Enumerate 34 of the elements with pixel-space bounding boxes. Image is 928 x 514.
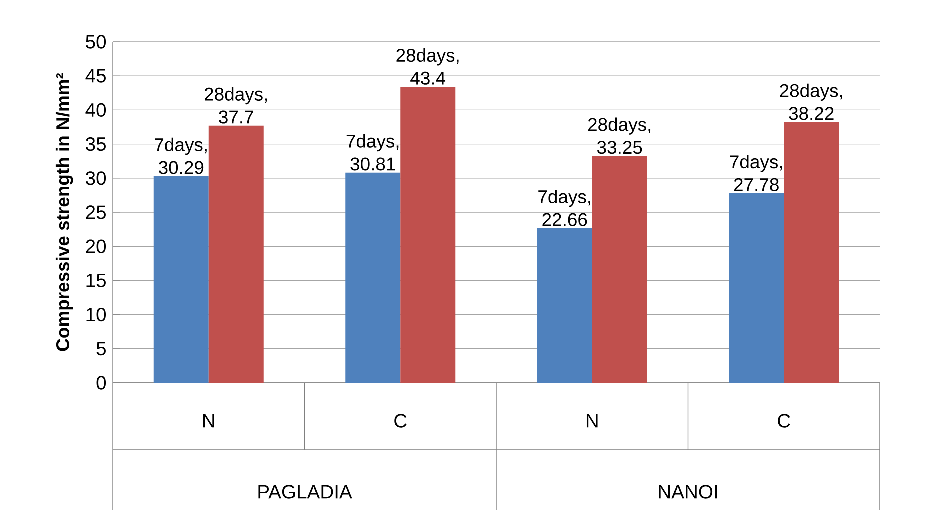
y-axis-title: Compressive strength in N/mm²	[56, 73, 74, 352]
data-label: 28days, 38.22	[780, 84, 842, 120]
text: PAGLADIA	[258, 485, 352, 499]
data-label: 28days, 37.7	[205, 87, 268, 124]
x-tick-label: C	[394, 414, 407, 428]
y-tick-label: 40	[86, 103, 106, 118]
bar	[784, 122, 840, 383]
bar	[208, 126, 264, 383]
y-tick-label: 20	[86, 240, 106, 254]
bar	[592, 156, 648, 383]
data-label: 28days, 33.25	[588, 118, 651, 154]
bar	[154, 176, 209, 383]
bar	[537, 228, 592, 383]
y-tick-label: 5	[96, 342, 106, 356]
y-tick-label: 10	[86, 308, 106, 322]
data-label: 7days, 22.66	[538, 190, 590, 226]
data-label: 7days, 27.78	[730, 155, 782, 192]
y-tick-label: 0	[96, 376, 106, 390]
x-tick-label: C	[778, 414, 790, 428]
y-tick-label: 15	[86, 274, 106, 288]
data-label: 7days, 30.81	[346, 134, 399, 171]
y-tick-label: 25	[86, 206, 106, 220]
data-label: 7days, 30.29	[155, 138, 207, 174]
bar	[346, 172, 401, 383]
y-tick-label: 30	[86, 172, 106, 186]
y-tick-label: 45	[86, 69, 106, 83]
bar	[729, 194, 784, 383]
text: NANOI	[659, 485, 718, 499]
data-label: 28days, 43.4	[396, 48, 459, 85]
x-tick-label: N	[586, 414, 598, 428]
bar	[400, 87, 456, 383]
x-tick-label: N	[204, 414, 214, 428]
y-tick-label: 35	[86, 137, 106, 152]
y-tick-label: 50	[86, 35, 106, 49]
